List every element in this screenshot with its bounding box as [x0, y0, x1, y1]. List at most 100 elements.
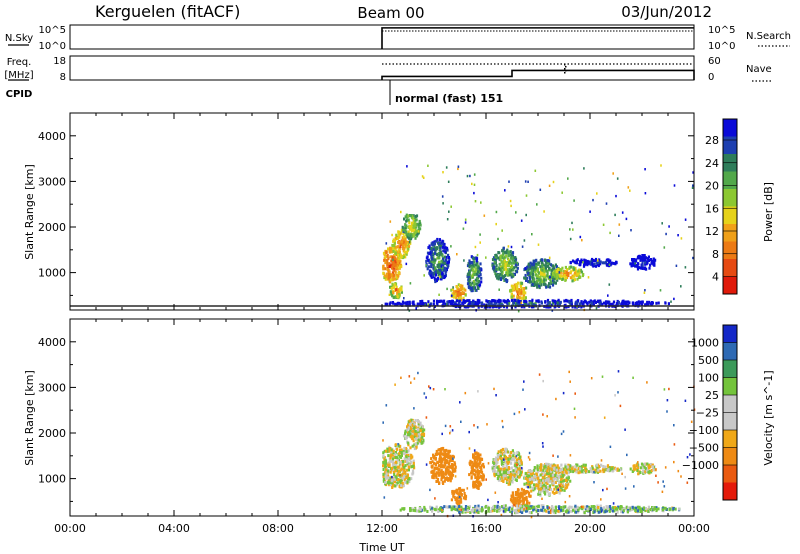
heatmap-cell [466, 305, 469, 309]
noise-panel: N.Sky 10^5 10^0 10^5 10^0 N.Search [5, 24, 791, 52]
heatmap-cell [396, 447, 399, 451]
heatmap-cell [516, 451, 519, 455]
heatmap-cell [641, 466, 644, 470]
heatmap-cell [649, 263, 652, 267]
heatmap-cell [567, 506, 570, 510]
heatmap-cell [422, 434, 425, 437]
heatmap-cell [560, 274, 563, 278]
heatmap-cell [393, 277, 396, 281]
heatmap-cell [528, 469, 531, 473]
heatmap-cell [418, 434, 421, 438]
heatmap-cell [408, 480, 411, 484]
heatmap-cell [515, 458, 518, 462]
heatmap-cell [432, 456, 436, 460]
heatmap-cell [390, 266, 393, 270]
heatmap-cell [398, 444, 402, 448]
heatmap-cell [632, 303, 635, 307]
heatmap-cell [432, 252, 435, 256]
heatmap-cell [551, 267, 554, 271]
heatmap-cell [617, 468, 620, 472]
heatmap-cell [444, 424, 447, 428]
heatmap-cell [476, 426, 479, 429]
heatmap-cell [570, 298, 573, 302]
heatmap-cell [589, 262, 592, 266]
colorbar-swatch [723, 377, 737, 396]
heatmap-cell [481, 301, 484, 305]
heatmap-cell [437, 264, 440, 268]
heatmap-cell [463, 492, 466, 495]
heatmap-cell [555, 265, 558, 269]
heatmap-cell [437, 473, 440, 477]
heatmap-cell [512, 451, 515, 455]
heatmap-cell [510, 289, 513, 292]
heatmap-cell [493, 269, 496, 273]
heatmap-cell [418, 439, 421, 443]
heatmap-cell [575, 259, 578, 263]
heatmap-cell [577, 508, 580, 512]
heatmap-cell [500, 505, 504, 508]
heatmap-cell [393, 473, 396, 477]
heatmap-cell [430, 246, 433, 250]
heatmap-cell [571, 276, 574, 280]
heatmap-cell [673, 443, 676, 446]
heatmap-cell [542, 479, 545, 483]
colorbar-tick-label: 100 [698, 372, 719, 385]
heatmap-cell [523, 507, 525, 511]
heatmap-cell [535, 280, 538, 284]
heatmap-cell [502, 256, 505, 260]
heatmap-cell [499, 467, 502, 471]
heatmap-cell [642, 506, 646, 510]
heatmap-cell [382, 477, 385, 481]
heatmap-cell [646, 466, 649, 470]
heatmap-cell [571, 221, 573, 225]
heatmap-cell [594, 301, 597, 304]
heatmap-cell [542, 468, 545, 472]
heatmap-cell [579, 235, 582, 239]
heatmap-cell [433, 271, 436, 275]
heatmap-cell [477, 504, 480, 508]
nave-label: Nave [746, 64, 772, 75]
colorbar-swatch [723, 276, 737, 295]
heatmap-cell [477, 469, 480, 473]
heatmap-cell [496, 505, 499, 509]
heatmap-cell [545, 261, 548, 265]
heatmap-cell [535, 265, 538, 268]
heatmap-cell [513, 298, 516, 302]
heatmap-cell [636, 466, 640, 470]
heatmap-cell [651, 506, 654, 509]
heatmap-cell [392, 286, 395, 290]
heatmap-cell [551, 490, 554, 494]
heatmap-cell [641, 264, 644, 268]
heatmap-cell [549, 280, 553, 284]
heatmap-cell [410, 507, 413, 511]
heatmap-cell [489, 301, 492, 305]
heatmap-cell [547, 305, 550, 309]
heatmap-cell [528, 474, 531, 478]
heatmap-cell [454, 303, 457, 307]
heatmap-cell [529, 266, 532, 270]
heatmap-cell [564, 265, 567, 269]
heatmap-cell [594, 259, 597, 263]
heatmap-cell [592, 259, 595, 262]
heatmap-cell [411, 424, 414, 427]
heatmap-cell [536, 269, 539, 273]
heatmap-cell [540, 484, 543, 488]
heatmap-cell [517, 488, 520, 492]
heatmap-cell [522, 491, 525, 495]
heatmap-cell [657, 301, 660, 305]
heatmap-cell [457, 492, 460, 496]
heatmap-cell [454, 475, 457, 478]
heatmap-cell [440, 476, 443, 480]
heatmap-cell [491, 505, 495, 509]
heatmap-cell [505, 254, 508, 258]
heatmap-cell [505, 465, 508, 469]
heatmap-cell [657, 481, 659, 484]
heatmap-cell [546, 482, 549, 485]
heatmap-cell [398, 234, 401, 238]
heatmap-cell [653, 261, 656, 265]
heatmap-cell [456, 288, 459, 292]
heatmap-cell [511, 272, 514, 276]
heatmap-cell [395, 296, 398, 299]
heatmap-cell [430, 265, 433, 269]
heatmap-cell [563, 488, 566, 492]
